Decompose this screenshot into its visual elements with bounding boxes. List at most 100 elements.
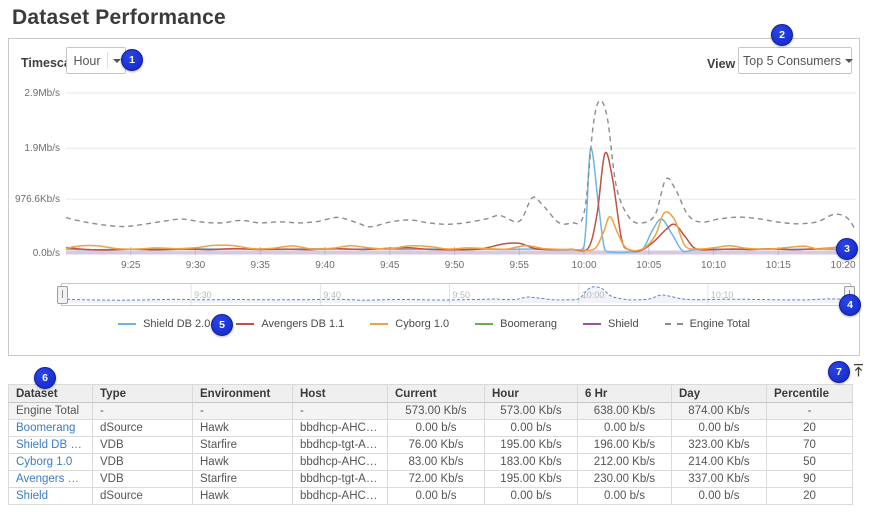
y-tick-label: 1.9Mb/s	[24, 143, 60, 155]
cell-host: bbdhcp-AHCI-585...	[292, 419, 388, 437]
column-header-dataset[interactable]: Dataset	[8, 384, 93, 403]
column-header-type[interactable]: Type	[92, 384, 193, 403]
column-header-day[interactable]: Day	[671, 384, 767, 403]
view-value: Top 5 Consumers	[743, 53, 841, 68]
annotation-badge-7: 7	[828, 361, 850, 383]
time-range-brush[interactable]: 9:30 9:40 9:50 10:00 10:10	[57, 283, 855, 306]
x-tick-label: 9:50	[444, 260, 465, 271]
cell-type: VDB	[92, 470, 193, 488]
cell-type: VDB	[92, 436, 193, 454]
cell-environment: Hawk	[192, 487, 293, 505]
cell-type: dSource	[92, 487, 193, 505]
table-header-row: Dataset Type Environment Host Current Hour 6 H…	[8, 384, 853, 403]
dropdown-divider	[107, 52, 108, 69]
annotation-badge-1: 1	[121, 49, 143, 71]
timescale-dropdown[interactable]: Hour	[66, 47, 126, 74]
y-tick-label: 0.0b/s	[32, 248, 60, 259]
cell-hour: 183.00 Kb/s	[484, 453, 578, 471]
cell-environment: -	[192, 402, 293, 420]
cell-current: 76.00 Kb/s	[387, 436, 485, 454]
legend-label: Engine Total	[689, 318, 750, 330]
column-header-percentile[interactable]: Percentile	[766, 384, 853, 403]
column-header-hour[interactable]: Hour	[484, 384, 578, 403]
brush-tick-label: 9:50	[452, 290, 471, 300]
chevron-down-icon[interactable]	[108, 58, 125, 63]
table-row-cyborg-1-0: Cyborg 1.0VDBHawkbbdhcp-AHCI-585...83.00…	[8, 453, 853, 471]
legend-swatch-icon	[236, 323, 255, 325]
legend-label: Shield	[607, 318, 639, 330]
annotation-badge-4: 4	[839, 294, 861, 316]
table-row-shield-db-2-0: Shield DB 2.0VDBStarfirebbdhcp-tgt-AHCI-…	[8, 436, 853, 454]
x-tick-label: 9:30	[185, 260, 206, 271]
x-tick-label: 10:20	[830, 260, 856, 271]
view-dropdown[interactable]: Top 5 Consumers	[738, 47, 853, 74]
legend-label: Avengers DB 1.1	[261, 318, 345, 330]
brush-tick-label: 10:10	[710, 290, 734, 300]
cell-environment: Starfire	[192, 470, 293, 488]
legend-label: Boomerang	[500, 318, 557, 330]
column-header-host[interactable]: Host	[292, 384, 388, 403]
legend-item-boomerang[interactable]: Boomerang	[475, 318, 557, 330]
cell-day: 0.00 b/s	[671, 487, 767, 505]
dataset-link[interactable]: Shield DB 2.0	[8, 436, 93, 454]
dataset-link[interactable]: Shield	[8, 487, 93, 505]
brush-handle-left[interactable]	[57, 286, 68, 304]
annotation-badge-6: 6	[34, 367, 56, 389]
x-tick-label: 9:40	[315, 260, 335, 271]
brush-area	[62, 286, 850, 303]
y-tick-label: 976.6Kb/s	[14, 194, 60, 206]
timescale-value: Hour	[73, 53, 101, 68]
cell-environment: Hawk	[192, 419, 293, 437]
annotation-badge-2: 2	[771, 24, 793, 46]
throughput-chart: 2.9Mb/s 1.9Mb/s 976.6Kb/s 0.0b/s 9:25 9:30 9:…	[15, 88, 857, 271]
x-tick-label: 9:45	[380, 260, 400, 271]
cell-current: 573.00 Kb/s	[387, 402, 485, 420]
column-header-6-hr[interactable]: 6 Hr	[577, 384, 672, 403]
cell-six_hr: 0.00 b/s	[577, 487, 672, 505]
legend-item-shield[interactable]: Shield	[582, 318, 639, 330]
baseline-band	[66, 250, 856, 255]
dataset-performance-table: Dataset Type Environment Host Current Hour 6 H…	[8, 384, 853, 505]
cell-day: 874.00 Kb/s	[671, 402, 767, 420]
legend-item-engine-total[interactable]: Engine Total	[664, 318, 750, 330]
export-up-arrow-icon	[854, 363, 863, 377]
dataset-link[interactable]: Boomerang	[8, 419, 93, 437]
brush-tick-label: 9:40	[323, 290, 341, 300]
brush-tick-label: 10:00	[581, 290, 605, 300]
chevron-down-icon[interactable]	[844, 58, 853, 63]
export-button[interactable]	[850, 362, 867, 379]
cell-hour: 195.00 Kb/s	[484, 436, 578, 454]
cell-day: 0.00 b/s	[671, 419, 767, 437]
series-line-engine-total	[65, 99, 857, 232]
cell-environment: Hawk	[192, 453, 293, 471]
legend-item-cyborg-1-0[interactable]: Cyborg 1.0	[370, 318, 449, 330]
cell-six_hr: 0.00 b/s	[577, 419, 672, 437]
dataset-link[interactable]: Avengers DB 1.1	[8, 470, 93, 488]
legend-item-shield-db-2-0[interactable]: Shield DB 2.0	[118, 318, 210, 330]
column-header-environment[interactable]: Environment	[192, 384, 293, 403]
cell-type: dSource	[92, 419, 193, 437]
dataset-link[interactable]: Cyborg 1.0	[8, 453, 93, 471]
x-tick-label: 10:10	[701, 260, 727, 271]
chart-legend: Shield DB 2.0 Avengers DB 1.1 Cyborg 1.0 Bo…	[9, 318, 859, 330]
cell-host: bbdhcp-AHCI-585...	[292, 487, 388, 505]
cell-current: 72.00 Kb/s	[387, 470, 485, 488]
series-line-avengers-db-1-1	[65, 151, 857, 253]
legend-label: Cyborg 1.0	[395, 318, 450, 330]
cell-day: 323.00 Kb/s	[671, 436, 767, 454]
cell-current: 83.00 Kb/s	[387, 453, 485, 471]
cell-six_hr: 638.00 Kb/s	[577, 402, 672, 420]
cell-hour: 0.00 b/s	[484, 487, 578, 505]
x-tick-label: 9:55	[509, 260, 529, 271]
cell-host: bbdhcp-AHCI-585...	[292, 453, 388, 471]
cell-percentile: 70	[766, 436, 853, 454]
legend-swatch-icon	[582, 323, 601, 325]
column-header-current[interactable]: Current	[387, 384, 485, 403]
legend-item-avengers-db-1-1[interactable]: Avengers DB 1.1	[236, 318, 344, 330]
cell-host: bbdhcp-tgt-AHCI-...	[292, 436, 388, 454]
brush-tick-label: 9:30	[194, 290, 212, 300]
cell-hour: 0.00 b/s	[484, 419, 578, 437]
legend-swatch-icon	[475, 323, 494, 325]
